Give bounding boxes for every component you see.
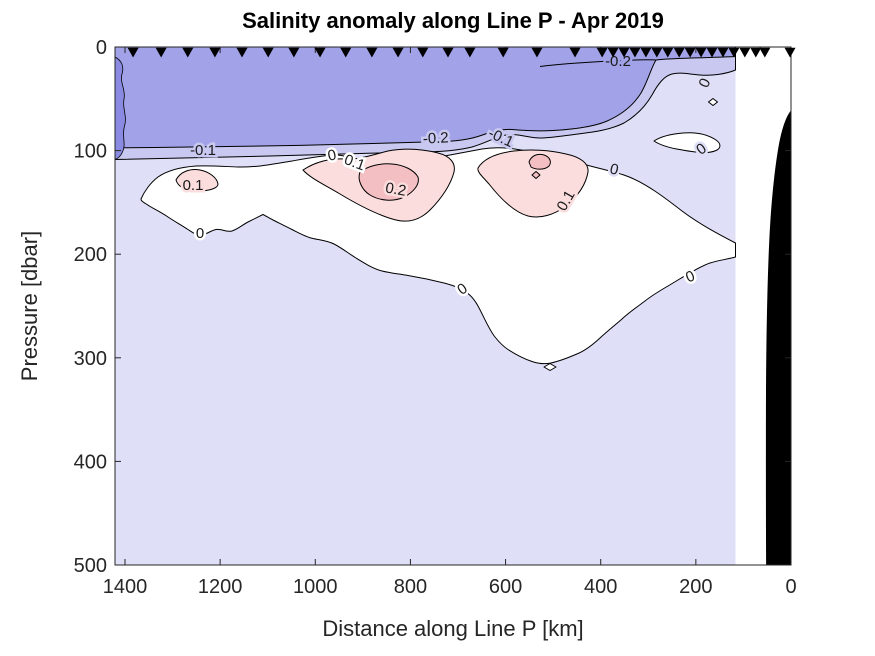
axes-frame [114, 46, 792, 566]
patch-below--0.3-left-edge [115, 56, 126, 160]
station-marker-259 [662, 47, 674, 58]
station-marker-936 [340, 47, 352, 58]
pocket-0-tiny-diamond-tongue [543, 363, 557, 371]
station-marker-454 [569, 47, 581, 58]
contour-label--0.2-2: -0.2 [422, 129, 449, 147]
x-tick-label-1200: 1200 [198, 576, 243, 598]
contour-label-0.2-10: 0.2 [384, 179, 407, 199]
station-marker-675 [464, 47, 476, 58]
contour--0.2-upper-line [539, 59, 657, 67]
station-marker-826 [392, 47, 404, 58]
pocket-0-white-upper-right [653, 132, 721, 154]
station-marker-143 [717, 47, 729, 58]
x-tick-label-600: 600 [489, 576, 522, 598]
patch-0.1-left [175, 169, 219, 192]
chart-title: Salinity anomaly along Line P - Apr 2019 [242, 8, 664, 33]
station-marker-166 [706, 47, 718, 58]
station-marker-97 [739, 47, 751, 58]
contour-label--0.2-0: -0.2 [605, 53, 631, 70]
station-marker-1154 [236, 47, 248, 58]
station-marker-55 [759, 47, 771, 58]
x-tick-label-400: 400 [584, 576, 617, 598]
station-marker-397 [596, 47, 608, 58]
station-marker-374 [607, 47, 619, 58]
station-marker-605 [497, 47, 509, 58]
y-tick-label-300: 300 [74, 348, 107, 370]
x-axis-label: Distance along Line P [km] [322, 616, 584, 641]
x-tick-label-800: 800 [394, 576, 427, 598]
coast-bathymetry-wedge [765, 111, 791, 565]
station-marker-774 [417, 47, 429, 58]
station-marker-1045 [288, 47, 300, 58]
station-markers [127, 47, 796, 58]
band--0.3-to--0.2 [115, 47, 736, 149]
y-tick-label-200: 200 [74, 244, 107, 266]
station-marker-351 [618, 47, 630, 58]
contour-label-0-12: 0 [196, 225, 204, 242]
pocket-0-tiny-diamond-top [708, 98, 718, 106]
station-marker-1099 [262, 47, 274, 58]
x-tick-label-1000: 1000 [293, 576, 338, 598]
y-tick-label-0: 0 [96, 37, 107, 59]
y-tick-label-100: 100 [74, 141, 107, 163]
station-marker-721 [442, 47, 454, 58]
x-tick-label-1400: 1400 [103, 576, 148, 598]
y-tick-label-500: 500 [74, 555, 107, 577]
contour-label-0.1-9: 0.1 [183, 177, 204, 194]
station-marker-881 [366, 47, 378, 58]
station-marker-990 [314, 47, 326, 58]
station-marker-189 [695, 47, 707, 58]
core-0.2-right [528, 153, 551, 170]
station-marker-1383 [127, 47, 139, 58]
station-marker-1268 [182, 47, 194, 58]
station-marker-282 [651, 47, 663, 58]
station-marker-120 [728, 47, 740, 58]
station-marker-2 [784, 47, 796, 58]
station-marker-74 [750, 47, 762, 58]
station-marker-212 [684, 47, 696, 58]
core-0.2-middle [358, 163, 419, 201]
contour-label--0.1-1: -0.1 [190, 142, 216, 159]
station-marker-534 [531, 47, 543, 58]
core-0.2-right-tiny [531, 171, 541, 179]
station-marker-235 [673, 47, 685, 58]
patch-0.1-right [477, 149, 589, 218]
station-marker-328 [629, 47, 641, 58]
station-marker-305 [640, 47, 652, 58]
x-tick-label-200: 200 [679, 576, 712, 598]
y-tick-label-400: 400 [74, 451, 107, 473]
x-tick-label-0: 0 [785, 576, 796, 598]
station-marker-1211 [209, 47, 221, 58]
station-marker-1324 [155, 47, 167, 58]
